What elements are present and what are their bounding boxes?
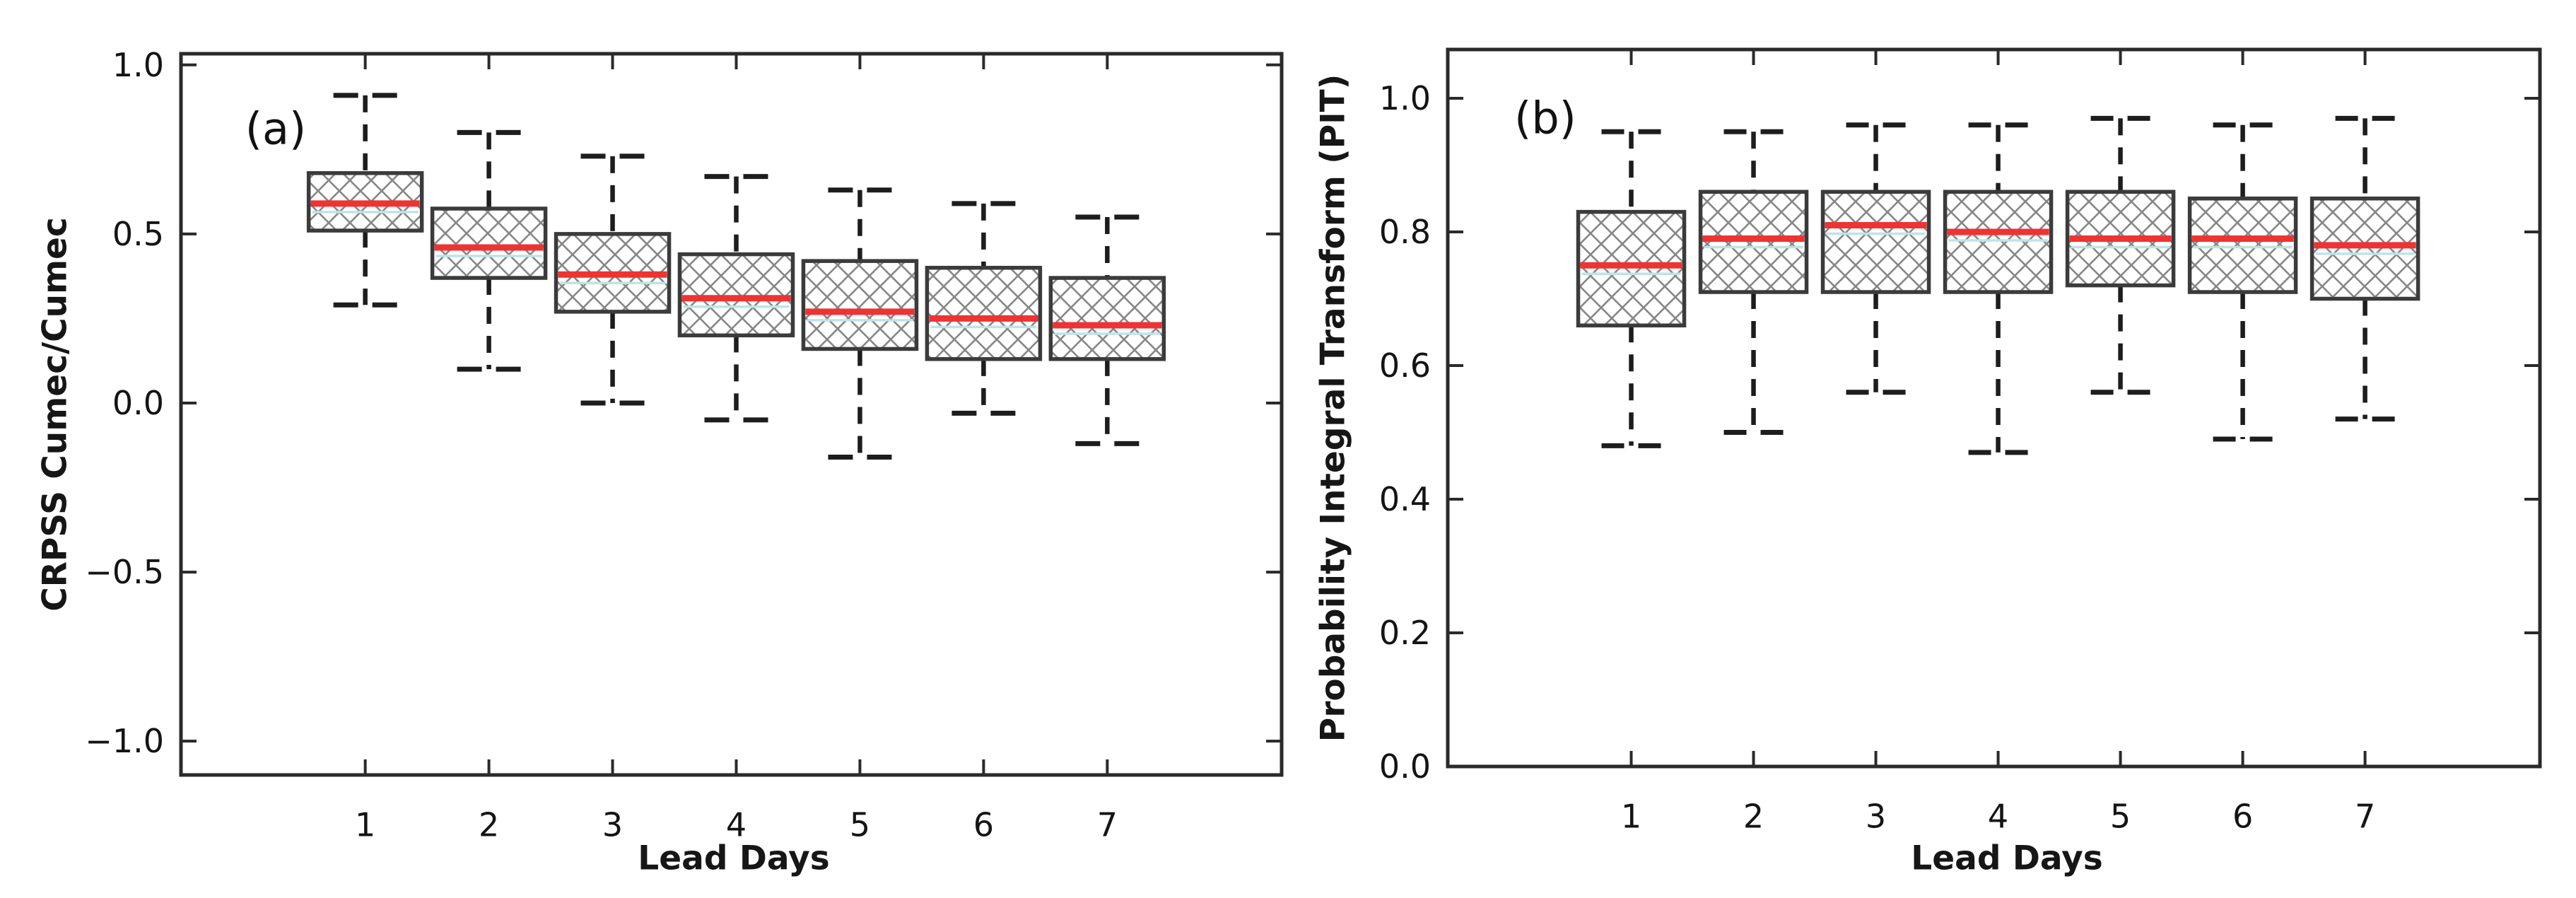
panel-b-box-day-2-edge	[1698, 189, 1809, 294]
panel-b-box-day-1-edge	[1576, 209, 1687, 328]
panel-b-xtick-label: 3	[1866, 797, 1886, 835]
panel-b-box-day-4-hatch	[1945, 192, 2051, 293]
panel-b-box-day-1-hatch	[1578, 211, 1685, 326]
panel-a-xtick-label: 1	[355, 805, 375, 844]
panel-b-box-day-5-edge	[2065, 189, 2176, 288]
panel-a-box-day-7-edge	[1048, 276, 1166, 361]
panel-a-xtick-label: 7	[1097, 805, 1118, 844]
panel-b-ytick-label: 1.0	[1379, 79, 1431, 117]
panel-b-ytick-label: 0.0	[1379, 747, 1431, 786]
panel-b-ytick-label: 0.2	[1379, 614, 1431, 652]
panel-a-ytick-label: −1.0	[85, 722, 164, 760]
panel-a-box-day-4-edge	[677, 252, 795, 338]
panel-b-ytick-label: 0.8	[1379, 213, 1431, 251]
panel-b-letter: (b)	[1514, 92, 1576, 144]
panel-a-box-day-2-hatch	[432, 209, 546, 279]
panel-a-x-axis-title: Lead Days	[638, 839, 830, 878]
panel-b-y-axis-title: Probability Integral Transform (PIT)	[1313, 74, 1353, 742]
panel-b-box-day-3-edge	[1820, 189, 1931, 294]
panel-a-box-day-5-hatch	[803, 261, 917, 349]
panel-a-ytick-label: −0.5	[85, 553, 164, 591]
panel-a-box-day-7-hatch	[1050, 278, 1164, 359]
panel-b-box-day-6-edge	[2187, 196, 2298, 294]
panel-a-box-day-2-edge	[430, 206, 548, 280]
panel-a-letter: (a)	[245, 103, 307, 155]
panel-b-xtick-label: 2	[1743, 797, 1764, 835]
panel-b-axes-frame	[1446, 47, 2542, 769]
panel-b-box-day-7-edge	[2309, 196, 2420, 301]
panel-a-y-axis-title: CRPSS Cumec/Cumec	[35, 217, 75, 612]
panel-b-ytick-label: 0.6	[1379, 346, 1431, 385]
panel-b-x-axis-title: Lead Days	[1911, 839, 2103, 878]
panel-b-box-day-4-edge	[1943, 189, 2054, 294]
panel-b-xtick-label: 1	[1621, 797, 1641, 835]
panel-a-box-day-5-edge	[801, 259, 919, 351]
panel-a-axes-frame	[179, 52, 1284, 777]
panel-a-ytick-label: 0.5	[112, 215, 164, 253]
panel-b-xtick-label: 7	[2355, 797, 2375, 835]
panel-b-box-day-7-hatch	[2312, 198, 2418, 299]
panel-a-xtick-label: 4	[726, 805, 747, 844]
panel-a-ytick-label: 0.0	[112, 384, 164, 422]
panel-b-box-day-3-hatch	[1822, 192, 1929, 293]
panel-b-box-day-2-hatch	[1700, 192, 1807, 293]
panel-b-xtick-label: 5	[2110, 797, 2131, 835]
panel-a-ytick-label: 1.0	[112, 46, 164, 84]
panel-b-ytick-label: 0.4	[1379, 480, 1431, 518]
panel-a-box-day-6-hatch	[927, 267, 1041, 359]
panel-b-xtick-label: 4	[1988, 797, 2008, 835]
panel-b-xtick-label: 6	[2232, 797, 2253, 835]
panel-b-box-day-6-hatch	[2189, 198, 2296, 293]
panel-a-box-day-6-edge	[925, 265, 1043, 361]
panel-a-xtick-label: 3	[602, 805, 623, 844]
panel-a-xtick-label: 6	[973, 805, 994, 844]
panel-a-box-day-4-hatch	[679, 254, 793, 336]
panel-a-box-day-1-edge	[306, 171, 424, 233]
panel-a-xtick-label: 5	[850, 805, 870, 844]
panel-a-box-day-3-edge	[554, 232, 672, 314]
panel-a-xtick-label: 2	[479, 805, 499, 844]
